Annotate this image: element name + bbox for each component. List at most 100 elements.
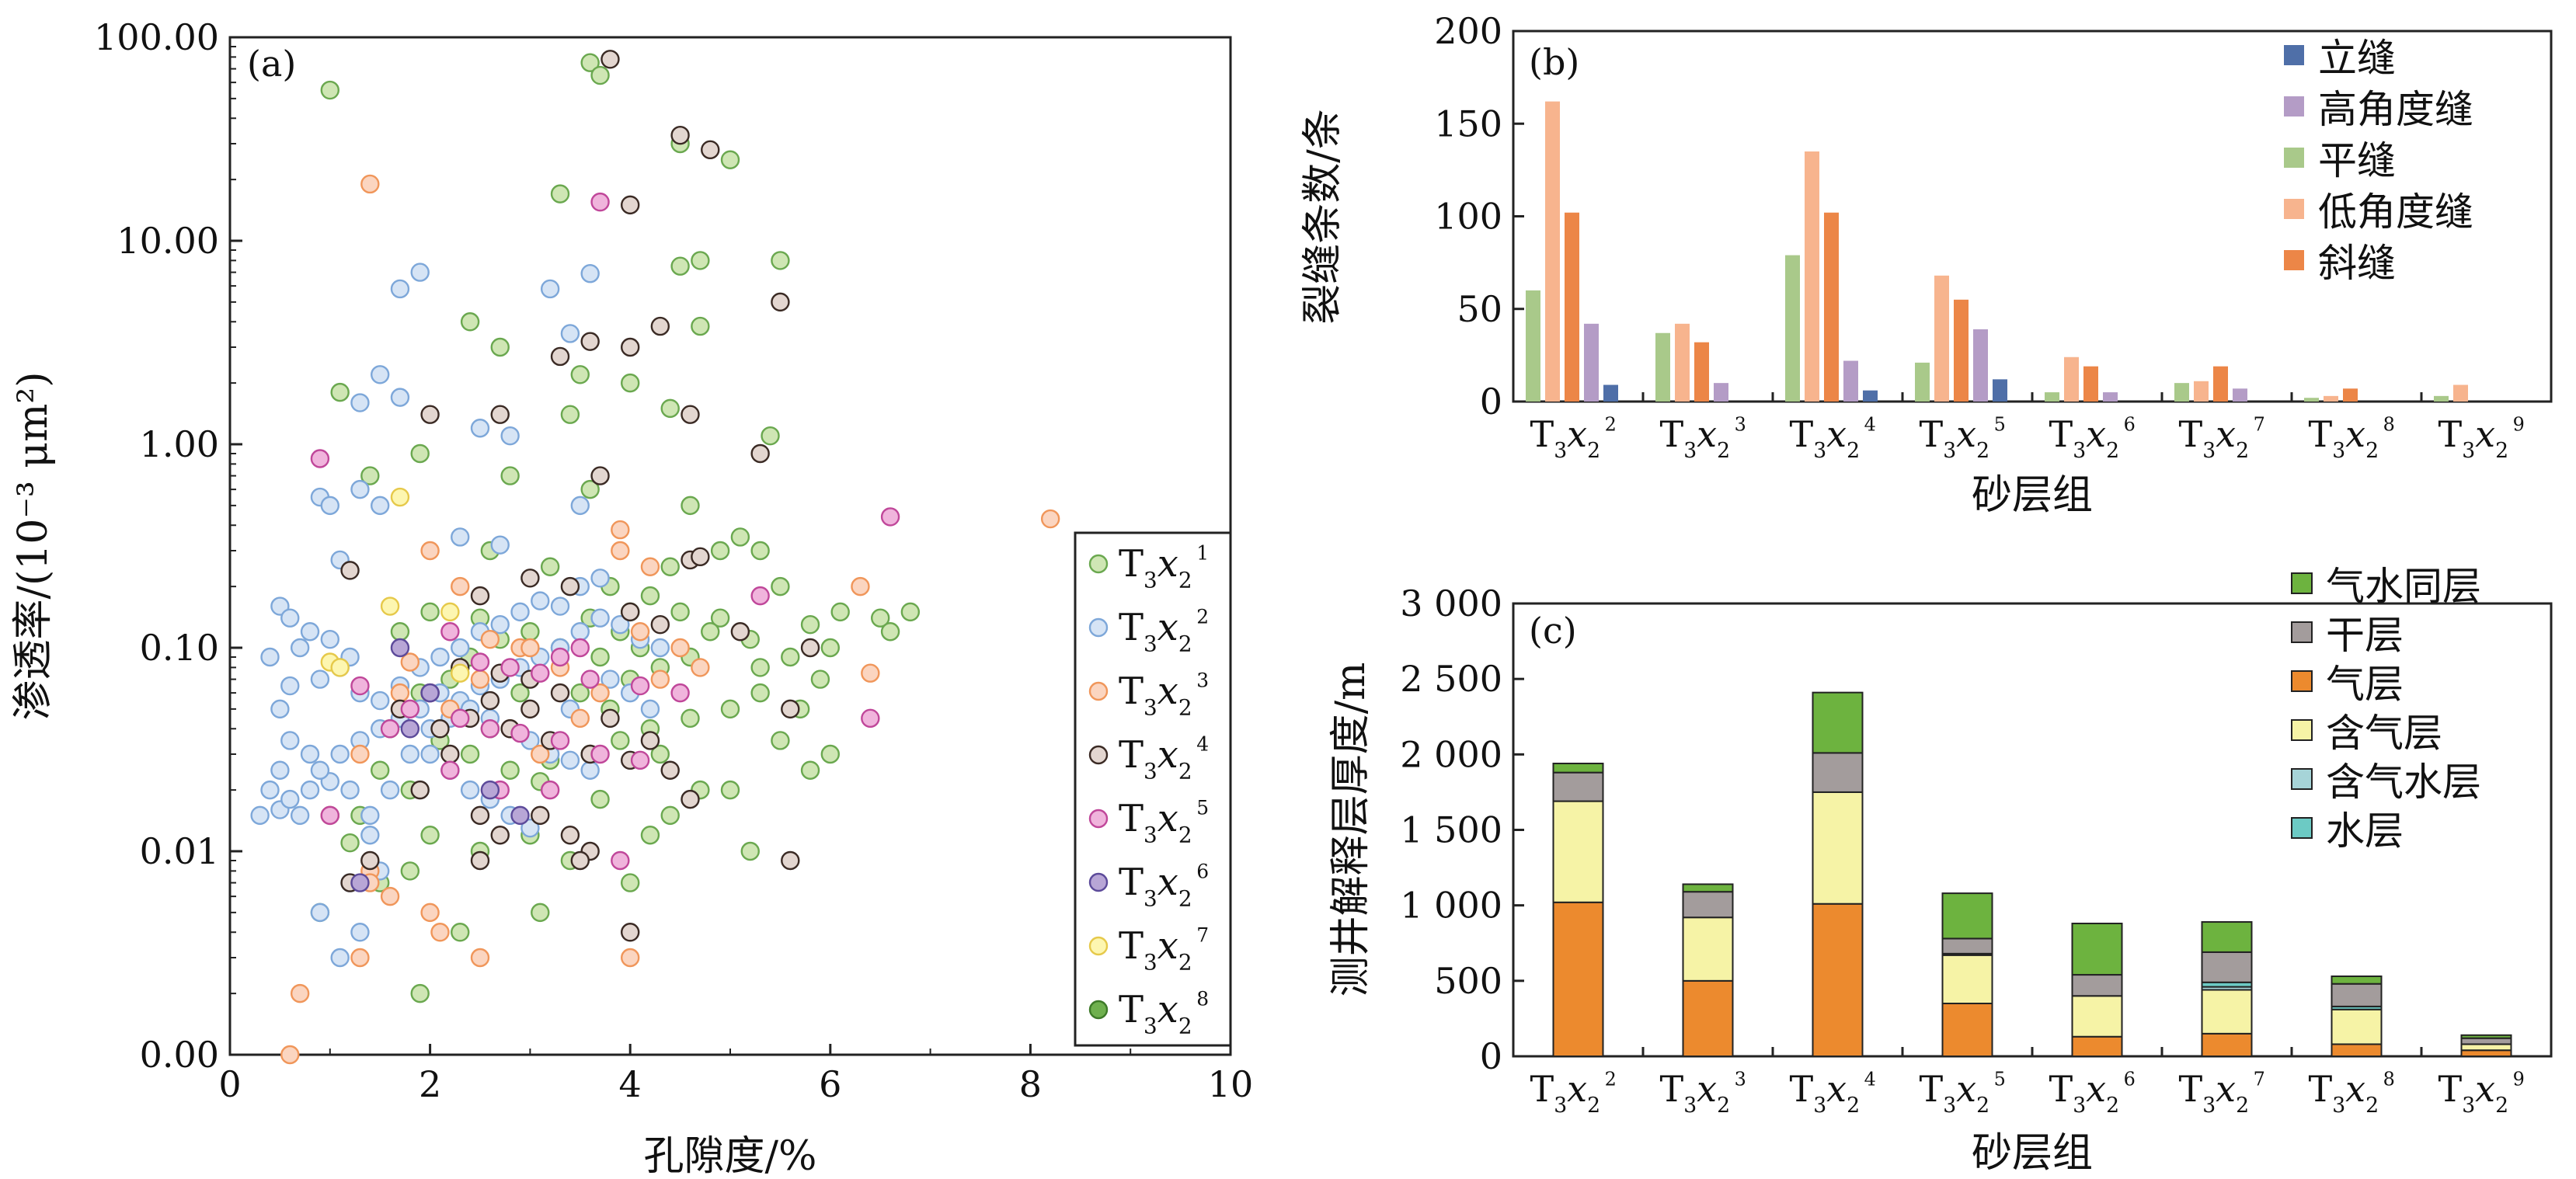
panel-b-bar	[2453, 384, 2468, 402]
panel-c-legend-label: 水层	[2326, 809, 2404, 854]
panel-a-point	[560, 405, 580, 424]
panel-a-point	[290, 638, 310, 658]
panel-a-point	[550, 731, 570, 750]
panel-a-point	[270, 760, 290, 780]
panel-a-point	[330, 744, 350, 764]
panel-a-y-ticks: 0.00 0.01 0.10 1.00 10.00 100.00	[94, 16, 242, 1076]
panel-a-point	[420, 744, 440, 764]
panel-a-point	[260, 780, 280, 800]
panel-a-legend-marker	[1088, 617, 1109, 638]
panel-a-point	[570, 683, 590, 703]
panel-b-legend-label: 高角度缝	[2318, 87, 2473, 132]
panel-c-bar-segment	[1552, 771, 1604, 802]
panel-a-point	[500, 760, 520, 780]
panel-a-y-axis-label: 渗透率/(10⁻³ μm²)	[10, 371, 57, 720]
panel-a-point	[740, 841, 760, 861]
panel-a-point	[621, 195, 640, 215]
panel-b-bar	[1584, 323, 1599, 402]
panel-a-point	[771, 251, 790, 270]
panel-c-bar-segment	[2460, 1037, 2512, 1045]
panel-a-point	[460, 780, 480, 800]
panel-c-axes: 0 500 1 000 1 500 2 000 2 500 3 000 T3x22 T3x23 T…	[1400, 583, 2525, 1118]
panel-a-point	[400, 652, 420, 672]
panel-b-category-label-text: T3x28	[2309, 413, 2395, 463]
panel-b-category-label: T3x23	[1660, 413, 1746, 463]
panel-a-point	[580, 264, 600, 283]
panel-b-bar	[1545, 101, 1560, 402]
panel-b-category-label: T3x26	[2049, 413, 2136, 463]
panel-a-point	[600, 50, 620, 69]
panel-c-bar-segment	[2460, 1049, 2512, 1058]
panel-a-point	[670, 125, 690, 145]
panel-b-bar	[2343, 388, 2358, 402]
panel-a-point	[280, 676, 300, 696]
panel-a-point	[520, 699, 540, 719]
panel-a-point	[750, 586, 770, 606]
panel-a-point	[340, 833, 360, 853]
panel-b-bar	[1973, 329, 1988, 402]
panel-c-bar-segment	[2201, 989, 2253, 1035]
panel-b-bar	[1934, 275, 1949, 402]
panel-a-point	[451, 576, 470, 596]
panel-a-point	[350, 744, 370, 764]
panel-a-point	[701, 140, 720, 160]
panel-a-point	[691, 251, 710, 270]
panel-c-bar-segment	[2201, 921, 2253, 953]
panel-b-category-label-text: T3x23	[1660, 413, 1746, 463]
panel-a-point	[550, 596, 570, 616]
panel-a-legend-label-text: T3x28	[1119, 987, 1209, 1038]
panel-c-legend-label: 含气水层	[2326, 760, 2481, 805]
panel-b-bar	[2213, 366, 2228, 402]
panel-a-point	[440, 622, 460, 642]
panel-a-point	[640, 826, 660, 845]
panel-a-point	[531, 805, 550, 826]
panel-a-legend-label-text: T3x21	[1119, 541, 1209, 593]
panel-c-legend-label: 气层	[2326, 662, 2404, 707]
panel-a-x-tick-label: 0	[218, 1063, 241, 1105]
panel-a-point	[590, 789, 610, 809]
panel-c-bar-segment	[1812, 903, 1864, 1058]
panel-a-point	[861, 663, 880, 683]
panel-a-point	[470, 652, 490, 672]
panel-a-point	[400, 744, 420, 764]
panel-c-category-label-text: T3x26	[2049, 1068, 2136, 1118]
panel-a-point	[550, 184, 570, 203]
panel-b-legend-label: 低角度缝	[2318, 190, 2473, 235]
panel-a-point	[410, 780, 430, 800]
panel-a-point	[720, 780, 740, 800]
panel-a-legend-label: T3x25	[1119, 796, 1209, 847]
panel-c-y-tick-label: 1 000	[1400, 885, 1502, 927]
panel-b-legend-swatch	[2284, 45, 2304, 65]
panel-a-point	[600, 669, 620, 689]
panel-a-point	[600, 708, 620, 729]
panel-c-bar-segment	[1941, 937, 1993, 955]
panel-a-point	[560, 576, 580, 596]
panel-a-point	[490, 405, 510, 424]
panel-b-legend-swatch	[2284, 199, 2304, 219]
panel-a-point	[800, 614, 820, 635]
panel-b-bar	[2174, 383, 2189, 402]
panel-c-legend-label: 气水同层	[2326, 564, 2481, 609]
panel-a-point	[451, 663, 470, 683]
panel-a-point	[720, 699, 740, 719]
panel-a-point	[590, 647, 610, 667]
panel-a-point	[360, 174, 380, 194]
panel-c-bar-segment	[1941, 1002, 1993, 1057]
panel-a-point	[681, 708, 700, 729]
panel-a-point	[650, 316, 670, 336]
panel-b-y-axis-label: 裂缝条数/条	[1300, 109, 1346, 325]
panel-b-legend-swatch	[2284, 148, 2304, 168]
panel-a-point	[750, 658, 770, 677]
panel-b-bar	[1824, 212, 1839, 402]
panel-a-point	[350, 873, 370, 892]
panel-c-legend-swatch	[2291, 621, 2313, 643]
panel-b-bar	[2083, 366, 2098, 402]
panel-a-point	[470, 586, 490, 606]
panel-a-point	[640, 699, 660, 719]
panel-a-point	[540, 780, 560, 800]
panel-a-point	[420, 903, 440, 923]
panel-a-point	[390, 279, 410, 299]
panel-a-point	[810, 669, 830, 689]
panel-a-x-tick-label: 4	[619, 1063, 642, 1105]
panel-b-legend-label: 斜缝	[2318, 241, 2396, 286]
